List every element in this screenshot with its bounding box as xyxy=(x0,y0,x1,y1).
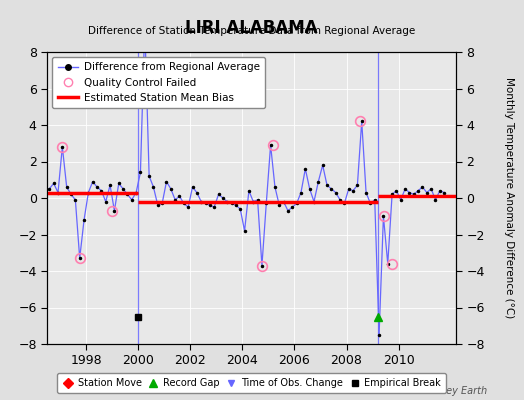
Text: Difference of Station Temperature Data from Regional Average: Difference of Station Temperature Data f… xyxy=(88,26,415,36)
Text: Berkeley Earth: Berkeley Earth xyxy=(415,386,487,396)
Legend: Difference from Regional Average, Quality Control Failed, Estimated Station Mean: Difference from Regional Average, Qualit… xyxy=(52,57,265,108)
Y-axis label: Monthly Temperature Anomaly Difference (°C): Monthly Temperature Anomaly Difference (… xyxy=(504,77,514,319)
Title: LIRI ALABAMA: LIRI ALABAMA xyxy=(185,18,318,36)
Legend: Station Move, Record Gap, Time of Obs. Change, Empirical Break: Station Move, Record Gap, Time of Obs. C… xyxy=(57,374,446,393)
